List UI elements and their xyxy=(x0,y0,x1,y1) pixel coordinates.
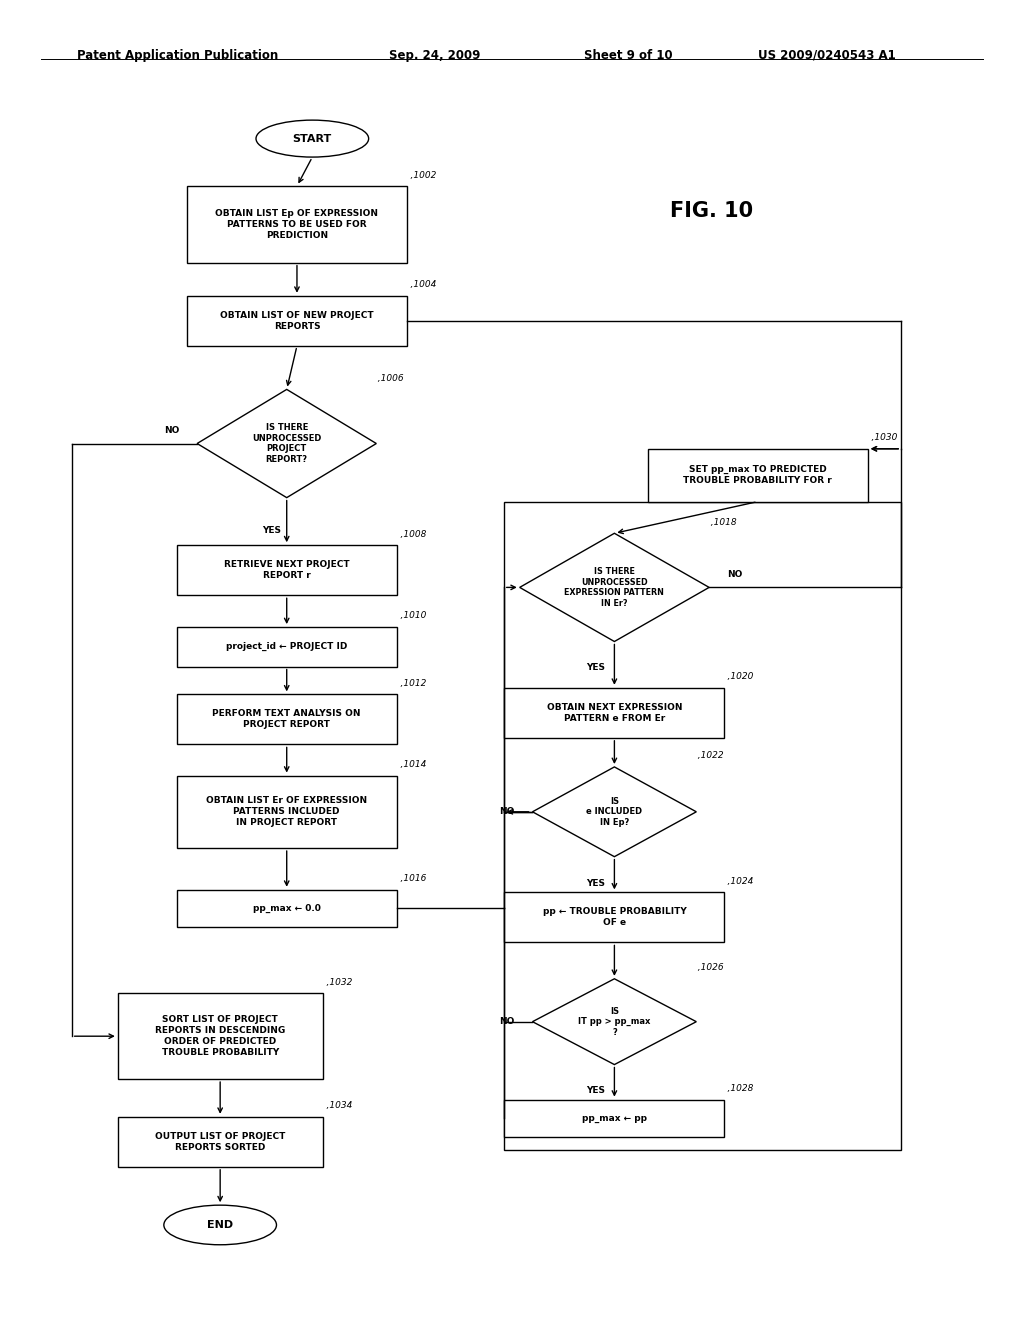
Text: Sep. 24, 2009: Sep. 24, 2009 xyxy=(389,49,480,62)
Text: ,1002: ,1002 xyxy=(407,170,436,180)
Ellipse shape xyxy=(164,1205,276,1245)
Text: IS
e INCLUDED
IN Ep?: IS e INCLUDED IN Ep? xyxy=(587,797,642,826)
Text: ,1006: ,1006 xyxy=(377,374,403,383)
Bar xyxy=(504,502,901,1150)
Bar xyxy=(118,1117,323,1167)
Text: Sheet 9 of 10: Sheet 9 of 10 xyxy=(584,49,673,62)
Text: NO: NO xyxy=(499,808,515,816)
Polygon shape xyxy=(532,767,696,857)
Bar xyxy=(177,890,397,927)
Text: PERFORM TEXT ANALYSIS ON
PROJECT REPORT: PERFORM TEXT ANALYSIS ON PROJECT REPORT xyxy=(212,709,361,730)
Text: YES: YES xyxy=(587,664,605,672)
Text: OBTAIN LIST Er OF EXPRESSION
PATTERNS INCLUDED
IN PROJECT REPORT: OBTAIN LIST Er OF EXPRESSION PATTERNS IN… xyxy=(206,796,368,828)
Text: ,1010: ,1010 xyxy=(397,611,426,620)
Text: ,1024: ,1024 xyxy=(725,876,754,886)
Text: OBTAIN LIST Ep OF EXPRESSION
PATTERNS TO BE USED FOR
PREDICTION: OBTAIN LIST Ep OF EXPRESSION PATTERNS TO… xyxy=(215,209,379,240)
Bar xyxy=(177,627,397,667)
Text: pp_max ← 0.0: pp_max ← 0.0 xyxy=(253,904,321,912)
Text: ,1032: ,1032 xyxy=(323,978,352,987)
Text: ,1008: ,1008 xyxy=(397,529,426,539)
Text: pp_max ← pp: pp_max ← pp xyxy=(582,1114,647,1122)
Text: OUTPUT LIST OF PROJECT
REPORTS SORTED: OUTPUT LIST OF PROJECT REPORTS SORTED xyxy=(155,1131,286,1152)
Bar xyxy=(647,449,867,502)
Text: OBTAIN NEXT EXPRESSION
PATTERN e FROM Er: OBTAIN NEXT EXPRESSION PATTERN e FROM Er xyxy=(547,702,682,723)
Text: ,1016: ,1016 xyxy=(397,874,426,883)
Text: ,1014: ,1014 xyxy=(397,760,426,768)
Bar xyxy=(504,1100,725,1137)
Polygon shape xyxy=(532,979,696,1064)
Text: Patent Application Publication: Patent Application Publication xyxy=(77,49,279,62)
Ellipse shape xyxy=(256,120,369,157)
Text: ,1026: ,1026 xyxy=(696,964,724,972)
Bar xyxy=(504,892,725,942)
Text: ,1004: ,1004 xyxy=(407,280,436,289)
Text: START: START xyxy=(293,133,332,144)
Text: ,1022: ,1022 xyxy=(696,751,724,760)
Text: END: END xyxy=(207,1220,233,1230)
Text: IS THERE
UNPROCESSED
PROJECT
REPORT?: IS THERE UNPROCESSED PROJECT REPORT? xyxy=(252,424,322,463)
Text: ,1012: ,1012 xyxy=(397,678,426,688)
Text: RETRIEVE NEXT PROJECT
REPORT r: RETRIEVE NEXT PROJECT REPORT r xyxy=(224,560,349,581)
Bar xyxy=(504,688,725,738)
Bar xyxy=(177,694,397,744)
Polygon shape xyxy=(519,533,709,642)
Text: ,1018: ,1018 xyxy=(709,517,736,527)
Bar xyxy=(177,776,397,849)
Polygon shape xyxy=(198,389,377,498)
Text: YES: YES xyxy=(587,879,605,887)
Text: NO: NO xyxy=(727,570,742,578)
Text: ,1020: ,1020 xyxy=(725,672,754,681)
Text: IS
IT pp > pp_max
?: IS IT pp > pp_max ? xyxy=(579,1007,650,1036)
Text: YES: YES xyxy=(587,1086,605,1096)
Text: NO: NO xyxy=(499,1018,515,1026)
Text: US 2009/0240543 A1: US 2009/0240543 A1 xyxy=(758,49,896,62)
Text: SET pp_max TO PREDICTED
TROUBLE PROBABILITY FOR r: SET pp_max TO PREDICTED TROUBLE PROBABIL… xyxy=(683,465,833,486)
Bar xyxy=(177,545,397,595)
Text: SORT LIST OF PROJECT
REPORTS IN DESCENDING
ORDER OF PREDICTED
TROUBLE PROBABILIT: SORT LIST OF PROJECT REPORTS IN DESCENDI… xyxy=(155,1015,286,1057)
Text: ,1034: ,1034 xyxy=(323,1101,352,1110)
Text: project_id ← PROJECT ID: project_id ← PROJECT ID xyxy=(226,643,347,651)
Text: NO: NO xyxy=(164,426,179,434)
Text: FIG. 10: FIG. 10 xyxy=(670,201,754,222)
Bar xyxy=(118,993,323,1080)
Text: pp ← TROUBLE PROBABILITY
OF e: pp ← TROUBLE PROBABILITY OF e xyxy=(543,907,686,928)
Text: OBTAIN LIST OF NEW PROJECT
REPORTS: OBTAIN LIST OF NEW PROJECT REPORTS xyxy=(220,310,374,331)
Text: IS THERE
UNPROCESSED
EXPRESSION PATTERN
IN Er?: IS THERE UNPROCESSED EXPRESSION PATTERN … xyxy=(564,568,665,607)
Bar xyxy=(186,186,407,263)
Text: ,1030: ,1030 xyxy=(868,433,897,442)
Text: YES: YES xyxy=(262,527,281,535)
Bar xyxy=(186,296,407,346)
Text: ,1028: ,1028 xyxy=(725,1084,754,1093)
